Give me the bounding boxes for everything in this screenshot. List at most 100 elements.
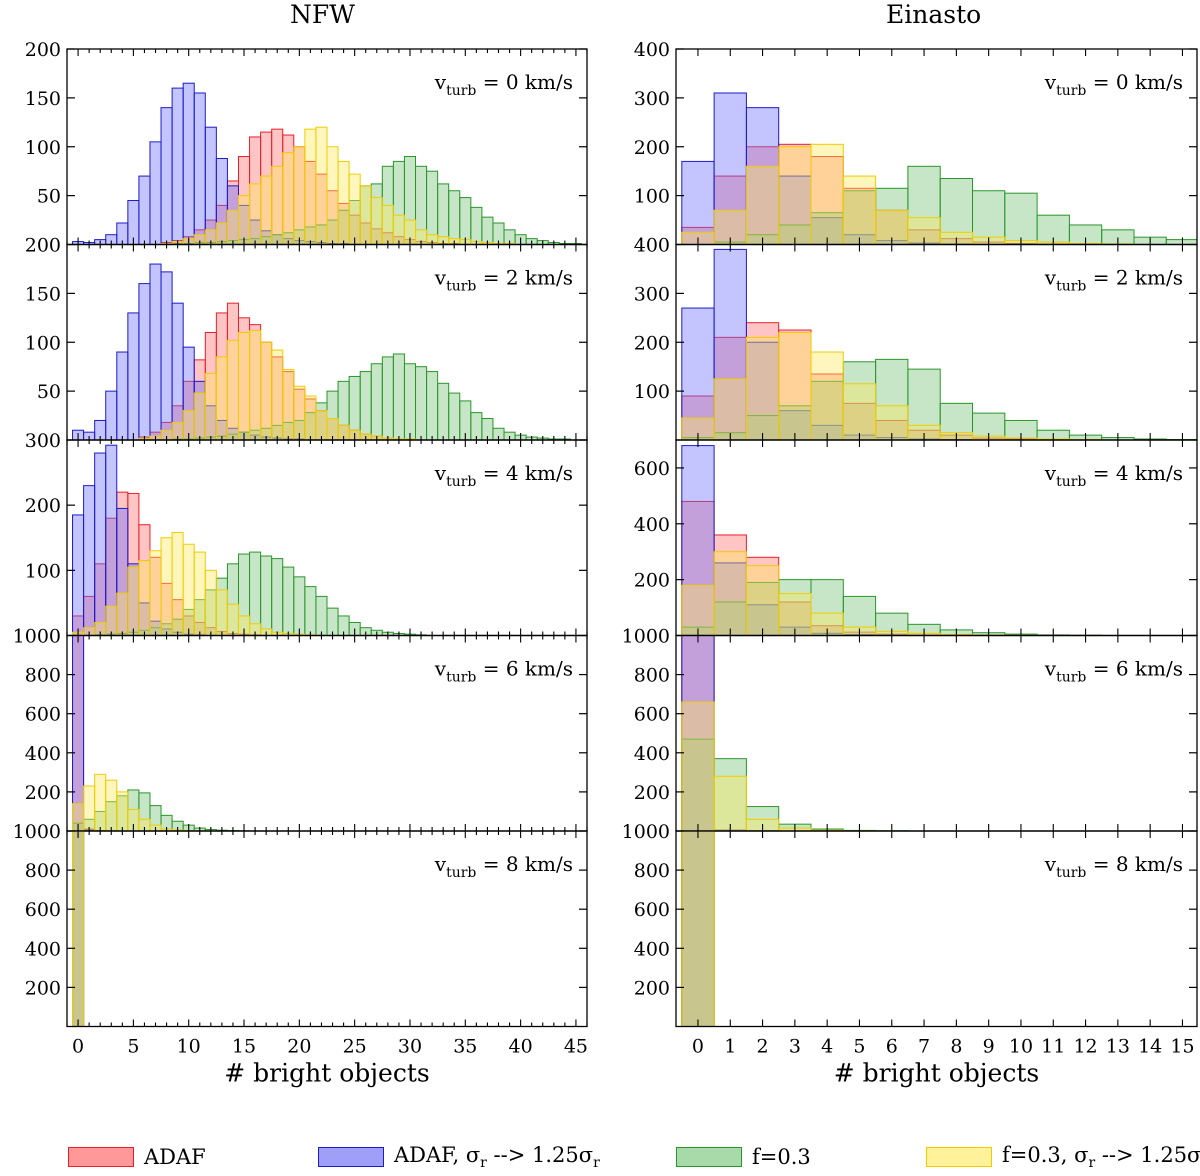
bars-nfw-1 bbox=[72, 263, 571, 440]
panel-einasto-4: 200 400 600 800 1000 vturb = 8 km/s bbox=[622, 821, 1198, 1028]
ytick-label-einasto-2-0: 200 bbox=[634, 570, 670, 592]
bar-nfw-0-f03-sigma-26 bbox=[359, 185, 372, 245]
bar-nfw-1-f03-sigma-15 bbox=[237, 331, 251, 440]
annotation-nfw-1: vturb = 2 km/s bbox=[434, 266, 573, 295]
bar-nfw-0-f03-sigma-19 bbox=[282, 152, 295, 245]
bar-einasto-3-adaf-sigma-0 bbox=[681, 635, 715, 831]
ytick-label-nfw-4-3: 800 bbox=[25, 860, 61, 882]
bar-nfw-1-f03-sigma-13 bbox=[215, 356, 228, 440]
legend-swatch-f03 bbox=[676, 1147, 742, 1167]
ytick-label-einasto-0-0: 100 bbox=[634, 186, 670, 208]
bar-einasto-0-f03-sigma-3 bbox=[778, 146, 812, 245]
bar-nfw-1-adaf-sigma-8 bbox=[160, 271, 173, 440]
ytick-label-nfw-1-0: 50 bbox=[37, 381, 61, 403]
bar-einasto-3-f03-0 bbox=[681, 738, 715, 831]
legend-label-f03-sigma: f=0.3, σr --> 1.25σr bbox=[1002, 1142, 1200, 1172]
bar-einasto-1-f03-sigma-5 bbox=[842, 383, 877, 440]
bar-nfw-2-adaf-sigma-2 bbox=[94, 452, 107, 636]
bar-nfw-2-f03-sigma-8 bbox=[160, 537, 173, 636]
bar-nfw-2-f03-17 bbox=[260, 555, 273, 636]
bar-einasto-2-adaf-0 bbox=[681, 500, 715, 636]
bar-nfw-0-adaf-sigma-10 bbox=[182, 82, 195, 245]
bar-einasto-2-f03-sigma-2 bbox=[745, 565, 780, 636]
bar-nfw-1-f03-27 bbox=[370, 363, 383, 440]
bars-einasto-0 bbox=[681, 92, 1197, 245]
ytick-label-nfw-2-0: 100 bbox=[25, 560, 61, 582]
bar-nfw-3-adaf-sigma-0 bbox=[72, 635, 85, 831]
bar-nfw-1-adaf-sigma-5 bbox=[127, 312, 140, 440]
ytick-label-nfw-3-1: 400 bbox=[25, 743, 61, 765]
ytick-label-nfw-3-4: 1000 bbox=[13, 626, 61, 648]
xtick-label-nfw-3: 15 bbox=[232, 1036, 256, 1058]
bar-nfw-0-adaf-sigma-7 bbox=[149, 141, 162, 245]
bar-nfw-2-f03-sigma-6 bbox=[138, 560, 151, 636]
bar-nfw-1-adaf-sigma-9 bbox=[171, 302, 184, 440]
bar-einasto-0-f03-7 bbox=[907, 165, 941, 245]
xtick-label-einasto-14: 14 bbox=[1138, 1036, 1162, 1058]
bar-nfw-2-f03-sigma-5 bbox=[127, 566, 140, 636]
bar-nfw-0-f03-sigma-16 bbox=[249, 183, 262, 245]
bar-nfw-0-f03-sigma-15 bbox=[237, 195, 251, 245]
bar-nfw-0-f03-sigma-22 bbox=[315, 126, 328, 245]
bars-nfw-3 bbox=[72, 635, 251, 831]
ytick-label-nfw-1-1: 100 bbox=[25, 332, 61, 354]
panel-nfw-2: 100 200 300 vturb = 4 km/s bbox=[25, 430, 588, 637]
ytick-label-einasto-3-4: 1000 bbox=[622, 626, 670, 648]
bar-nfw-1-f03-sigma-16 bbox=[249, 330, 262, 440]
ytick-label-einasto-4-3: 800 bbox=[634, 860, 670, 882]
bar-nfw-0-f03-34 bbox=[448, 190, 461, 245]
bar-nfw-0-adaf-sigma-12 bbox=[204, 126, 217, 245]
panel-einasto-2: 200 400 600 vturb = 4 km/s bbox=[634, 439, 1198, 637]
bar-nfw-1-adaf-sigma-6 bbox=[138, 283, 151, 440]
xtick-label-einasto-1: 1 bbox=[724, 1036, 736, 1058]
bar-nfw-1-f03-30 bbox=[403, 363, 417, 440]
ytick-label-nfw-4-1: 400 bbox=[25, 938, 61, 960]
bar-einasto-3-f03-sigma-1 bbox=[713, 775, 747, 831]
bar-einasto-4-f03-sigma-0 bbox=[681, 831, 715, 1027]
ytick-label-nfw-0-1: 100 bbox=[25, 137, 61, 159]
bar-nfw-1-f03-sigma-21 bbox=[304, 395, 317, 440]
annotation-nfw-2: vturb = 4 km/s bbox=[434, 461, 573, 490]
bar-nfw-1-f03-28 bbox=[381, 356, 394, 440]
bar-einasto-3-adaf-0 bbox=[681, 635, 715, 831]
ytick-label-einasto-2-2: 600 bbox=[634, 458, 670, 480]
ytick-label-einasto-4-1: 400 bbox=[634, 938, 670, 960]
title-einasto: Einasto bbox=[886, 0, 982, 29]
legend-swatch-f03-sigma bbox=[926, 1147, 992, 1167]
annotation-nfw-3: vturb = 6 km/s bbox=[434, 657, 573, 686]
bar-nfw-2-f03-sigma-7 bbox=[149, 550, 162, 636]
bars-einasto-3 bbox=[681, 635, 909, 831]
xtick-label-einasto-0: 0 bbox=[692, 1036, 704, 1058]
bar-nfw-1-f03-33 bbox=[437, 382, 450, 440]
xtick-label-einasto-4: 4 bbox=[821, 1036, 833, 1058]
ytick-label-nfw-4-2: 600 bbox=[25, 899, 61, 921]
bar-nfw-1-f03-sigma-12 bbox=[204, 373, 217, 440]
xtick-label-nfw-0: 0 bbox=[72, 1036, 84, 1058]
xtick-label-einasto-5: 5 bbox=[853, 1036, 865, 1058]
bar-nfw-1-f03-sigma-11 bbox=[193, 392, 206, 440]
xtick-label-einasto-12: 12 bbox=[1073, 1036, 1097, 1058]
ytick-label-einasto-1-3: 400 bbox=[634, 235, 670, 257]
bar-einasto-2-f03-sigma-0 bbox=[681, 584, 715, 636]
bar-einasto-2-f03-sigma-1 bbox=[713, 551, 747, 636]
bar-einasto-2-adaf-sigma-0 bbox=[681, 445, 715, 636]
bar-nfw-1-f03-32 bbox=[426, 371, 439, 440]
xtick-label-nfw-6: 30 bbox=[398, 1036, 422, 1058]
bar-einasto-4-f03-0 bbox=[681, 831, 715, 1027]
bar-nfw-0-f03-sigma-14 bbox=[226, 209, 239, 245]
panel-nfw-3: 200 400 600 800 1000 vturb = 6 km/s bbox=[13, 626, 588, 832]
bar-einasto-1-adaf-sigma-2 bbox=[745, 341, 780, 440]
bar-einasto-2-f03-4 bbox=[810, 579, 844, 636]
ytick-label-einasto-4-0: 200 bbox=[634, 977, 670, 999]
bar-nfw-0-f03-35 bbox=[459, 197, 472, 245]
ytick-label-einasto-3-1: 400 bbox=[634, 743, 670, 765]
bar-nfw-2-f03-sigma-14 bbox=[226, 603, 239, 636]
bar-nfw-0-f03-33 bbox=[437, 183, 450, 245]
ytick-label-einasto-0-3: 400 bbox=[634, 39, 670, 61]
bar-nfw-2-f03-19 bbox=[282, 566, 295, 636]
ytick-label-einasto-2-1: 400 bbox=[634, 514, 670, 536]
bar-nfw-3-f03-sigma-2 bbox=[94, 773, 107, 831]
ytick-label-nfw-1-3: 200 bbox=[25, 235, 61, 257]
bar-nfw-2-f03-20 bbox=[293, 576, 306, 636]
